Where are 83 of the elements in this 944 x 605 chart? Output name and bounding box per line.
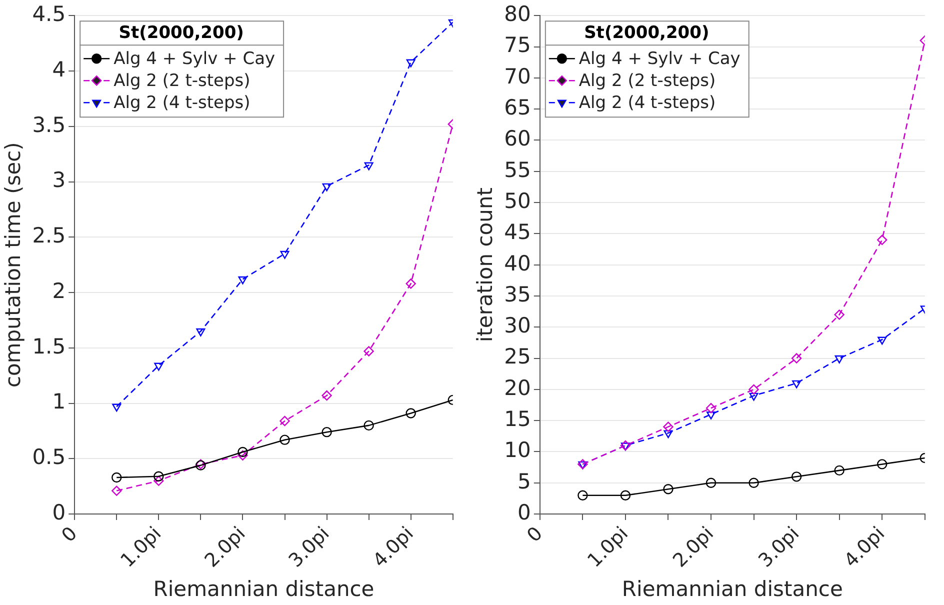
y-tick-label: 35 — [504, 282, 531, 306]
legend-label: Alg 2 (2 t-steps) — [578, 71, 716, 92]
point — [406, 278, 416, 289]
point — [834, 310, 844, 320]
point — [406, 408, 416, 418]
point — [748, 478, 759, 488]
point — [112, 404, 122, 412]
point — [238, 276, 248, 284]
point — [878, 336, 887, 345]
point — [238, 450, 248, 460]
point — [620, 442, 630, 451]
point — [834, 465, 844, 476]
legend-label: Alg 4 + Sylv + Cay — [578, 49, 740, 70]
point — [620, 490, 631, 500]
point — [706, 403, 716, 414]
legend-label: Alg 2 (2 t-steps) — [114, 71, 250, 92]
point — [280, 434, 290, 445]
point — [112, 486, 122, 496]
point — [792, 380, 802, 388]
point — [620, 440, 631, 451]
y-tick-label: 80 — [504, 2, 531, 26]
y-tick-label: 1 — [52, 390, 66, 414]
point — [791, 353, 802, 364]
legend-label: Alg 2 (4 t-steps) — [114, 93, 250, 114]
point — [364, 346, 374, 356]
y-tick-label: 5 — [518, 469, 531, 494]
point — [791, 472, 802, 482]
y-tick-label: 75 — [504, 33, 531, 58]
y-tick-label: 4 — [52, 57, 66, 82]
x-axis-title: Riemannian distance — [622, 576, 843, 601]
y-tick-label: 55 — [504, 158, 531, 182]
legend-label: Alg 2 (4 t-steps) — [578, 93, 716, 114]
point — [663, 422, 674, 432]
point — [834, 355, 844, 364]
y-tick-label: 40 — [504, 251, 531, 276]
point — [578, 490, 588, 500]
y-tick-label: 15 — [504, 407, 531, 432]
point — [154, 476, 164, 486]
legend-title: St(2000,200) — [584, 23, 710, 44]
y-tick-label: 20 — [504, 376, 531, 400]
point — [280, 250, 290, 259]
x-axis-title: Riemannian distance — [153, 576, 374, 601]
y-tick-label: 30 — [504, 314, 531, 338]
y-tick-label: 70 — [504, 64, 531, 88]
point — [364, 420, 374, 431]
y-axis-title: computation time (sec) — [1, 142, 26, 388]
point — [749, 392, 758, 401]
point — [663, 484, 674, 494]
point — [112, 472, 122, 483]
point — [280, 416, 290, 426]
y-tick-label: 0.5 — [32, 445, 66, 470]
point — [664, 430, 673, 438]
point — [748, 384, 759, 395]
y-tick-label: 25 — [504, 344, 531, 369]
point — [364, 162, 374, 170]
y-tick-label: 3.5 — [32, 112, 66, 137]
y-tick-label: 1.5 — [32, 334, 66, 358]
y-tick-label: 50 — [504, 188, 531, 213]
y-tick-label: 65 — [504, 96, 531, 120]
y-tick-label: 4.5 — [32, 2, 66, 26]
y-tick-label: 10 — [504, 438, 531, 462]
point — [154, 471, 164, 482]
point — [406, 59, 416, 68]
y-tick-label: 3 — [52, 168, 66, 192]
point — [877, 234, 888, 246]
point — [154, 362, 164, 371]
point — [322, 390, 332, 401]
point — [706, 412, 716, 420]
y-axis-title: iteration count — [473, 188, 498, 342]
y-tick-label: 45 — [504, 220, 531, 244]
point — [196, 328, 206, 336]
point — [322, 426, 332, 438]
point — [322, 183, 332, 192]
y-tick-label: 60 — [504, 126, 531, 151]
legend-label: Alg 4 + Sylv + Cay — [114, 49, 276, 70]
y-tick-label: 0 — [518, 500, 531, 525]
y-tick-label: 2 — [52, 278, 66, 303]
point — [877, 459, 888, 470]
legend-title: St(2000,200) — [118, 23, 244, 44]
y-tick-label: 2.5 — [32, 224, 66, 248]
point — [706, 478, 716, 488]
point — [238, 446, 248, 458]
y-tick-label: 0 — [52, 500, 66, 525]
